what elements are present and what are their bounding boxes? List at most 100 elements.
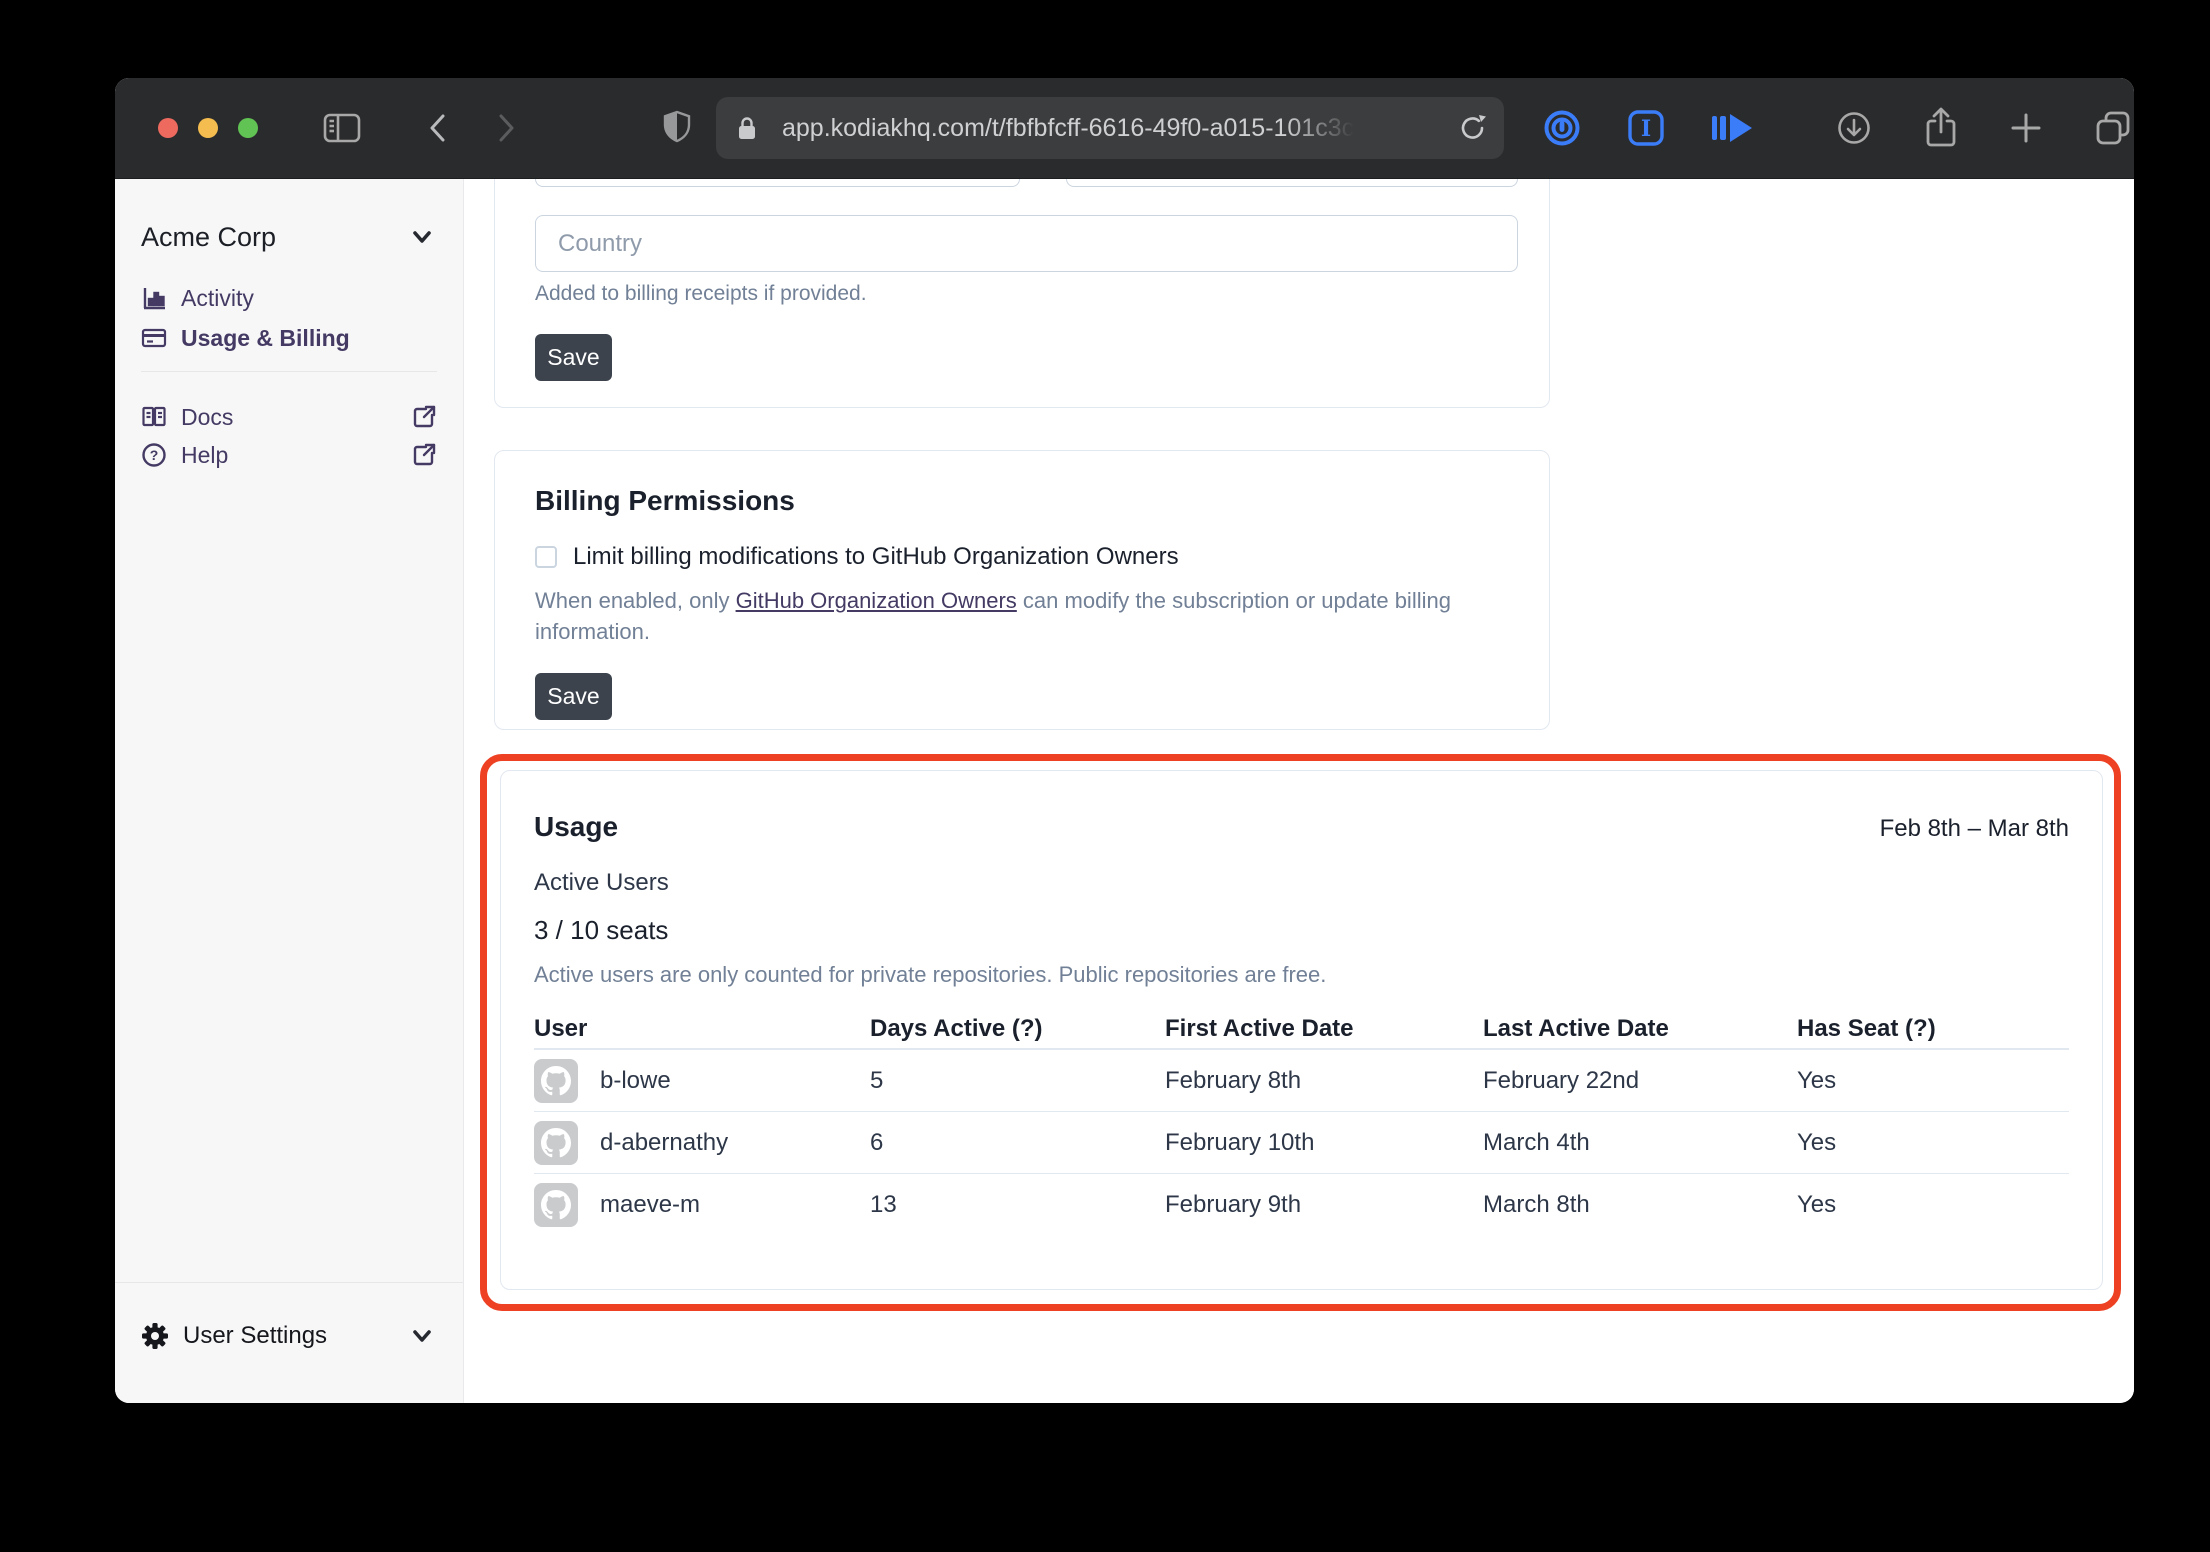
column-header-first-active: First Active Date — [1165, 1015, 1354, 1042]
credit-card-icon — [141, 328, 167, 348]
org-switcher[interactable]: Acme Corp — [141, 217, 437, 257]
forward-button[interactable] — [492, 111, 520, 145]
onepassword-extension-icon[interactable] — [1542, 108, 1582, 148]
country-helper-text: Added to billing receipts if provided. — [535, 282, 867, 305]
bar-chart-icon — [143, 288, 165, 310]
days-active-value: 6 — [870, 1128, 884, 1156]
helper-text: When enabled, only — [535, 588, 736, 613]
play-extension-icon[interactable] — [1710, 110, 1754, 146]
sidebar-item-help[interactable]: ? Help — [141, 438, 437, 472]
chevron-down-icon — [413, 1330, 431, 1342]
billing-details-card: Added to billing receipts if provided. S… — [494, 179, 1550, 408]
chevron-down-icon — [413, 231, 431, 243]
table-row: maeve-m 13 February 9th March 8th Yes — [534, 1174, 2069, 1236]
sidebar-divider — [115, 1282, 463, 1283]
limit-billing-checkbox[interactable] — [535, 546, 557, 568]
usage-title: Usage — [534, 811, 619, 842]
sidebar-divider — [141, 371, 437, 372]
address-bar[interactable]: app.kodiakhq.com/t/fbfbfcff-6616-49f0-a0… — [716, 97, 1504, 159]
close-window-button[interactable] — [158, 118, 178, 138]
address-field-partial[interactable] — [1066, 179, 1518, 187]
address-field-partial[interactable] — [535, 179, 1020, 187]
avatar — [534, 1058, 578, 1103]
has-seat-value: Yes — [1797, 1191, 1837, 1218]
github-octocat-icon — [541, 1190, 571, 1220]
country-field[interactable] — [535, 215, 1518, 272]
section-title: Billing Permissions — [535, 485, 795, 516]
active-users-label: Active Users — [534, 869, 669, 896]
github-octocat-icon — [541, 1127, 571, 1157]
url-text: app.kodiakhq.com/t/fbfbfcff-6616-49f0-a0… — [782, 113, 1355, 142]
usage-card: Usage Feb 8th – Mar 8th Active Users 3 /… — [500, 770, 2103, 1290]
org-name: Acme Corp — [141, 221, 277, 252]
svg-text:?: ? — [150, 447, 159, 463]
sidebar-links: Docs ? Help — [141, 400, 437, 472]
last-active-date: March 8th — [1483, 1191, 1590, 1218]
github-octocat-icon — [541, 1065, 571, 1095]
github-org-owners-link[interactable]: GitHub Organization Owners — [735, 588, 1017, 613]
sidebar-item-docs[interactable]: Docs — [141, 400, 437, 434]
table-row: d-abernathy 6 February 10th March 4th Ye… — [534, 1112, 2069, 1174]
table-row: b-lowe 5 February 8th February 22nd Yes — [534, 1050, 2069, 1112]
reload-icon[interactable] — [1458, 112, 1488, 144]
usage-table-rows: b-lowe 5 February 8th February 22nd Yes … — [534, 1050, 2069, 1236]
usage-table-header: User Days Active (?) First Active Date L… — [534, 1010, 2069, 1050]
username: d-abernathy — [600, 1128, 729, 1156]
book-icon — [142, 406, 166, 427]
first-active-date: February 10th — [1165, 1128, 1315, 1156]
user-settings-label: User Settings — [183, 1322, 328, 1349]
usage-date-range: Feb 8th – Mar 8th — [1879, 815, 2069, 842]
days-active-value: 13 — [870, 1191, 897, 1218]
first-active-date: February 9th — [1165, 1191, 1302, 1218]
billing-permissions-card: Billing Permissions Limit billing modifi… — [494, 450, 1550, 730]
avatar — [534, 1183, 578, 1227]
main-content: Added to billing receipts if provided. S… — [464, 179, 2134, 1403]
svg-text:I: I — [1641, 116, 1651, 142]
save-button[interactable]: Save — [535, 673, 612, 720]
window-controls — [158, 118, 258, 138]
zoom-window-button[interactable] — [238, 118, 258, 138]
system-toolbar-icons — [1834, 106, 2134, 150]
app-sidebar: Acme Corp Activity — [115, 179, 464, 1403]
gear-icon — [142, 1323, 168, 1349]
username: b-lowe — [600, 1066, 671, 1094]
back-button[interactable] — [424, 111, 452, 145]
external-link-icon — [413, 443, 436, 466]
sidebar-toggle-icon[interactable] — [322, 111, 362, 145]
share-icon[interactable] — [1922, 106, 1960, 150]
last-active-date: February 22nd — [1483, 1066, 1640, 1094]
minimize-window-button[interactable] — [198, 118, 218, 138]
sidebar-item-label: Activity — [181, 284, 254, 311]
tab-overview-icon[interactable] — [2092, 107, 2134, 149]
has-seat-value: Yes — [1797, 1066, 1837, 1094]
seats-count: 3 / 10 seats — [534, 915, 669, 945]
usage-helper-text: Active users are only counted for privat… — [534, 962, 1327, 987]
checkbox-label: Limit billing modifications to GitHub Or… — [573, 543, 1179, 570]
inspector-extension-icon[interactable]: I — [1626, 108, 1666, 148]
has-seat-value: Yes — [1797, 1128, 1837, 1156]
new-tab-icon[interactable] — [2008, 110, 2044, 146]
last-active-date: March 4th — [1483, 1128, 1590, 1156]
sidebar-item-label: Usage & Billing — [181, 324, 350, 351]
username: maeve-m — [600, 1191, 701, 1218]
lock-icon — [739, 117, 755, 139]
save-button[interactable]: Save — [535, 334, 612, 381]
browser-toolbar: app.kodiakhq.com/t/fbfbfcff-6616-49f0-a0… — [115, 78, 2134, 179]
usage-table: User Days Active (?) First Active Date L… — [534, 1010, 2069, 1236]
downloads-icon[interactable] — [1834, 108, 1874, 148]
sidebar-item-label: Docs — [181, 403, 234, 430]
privacy-shield-icon[interactable] — [660, 109, 694, 147]
extension-icons: I — [1542, 108, 1754, 148]
external-link-icon — [413, 405, 436, 428]
sidebar-item-activity[interactable]: Activity — [141, 281, 437, 315]
first-active-date: February 8th — [1165, 1066, 1302, 1094]
sidebar-item-usage-billing[interactable]: Usage & Billing — [141, 321, 437, 355]
avatar — [534, 1120, 578, 1165]
user-settings-menu[interactable]: User Settings — [141, 1314, 437, 1358]
highlight-annotation: Usage Feb 8th – Mar 8th Active Users 3 /… — [480, 754, 2121, 1311]
helper-text: can modify the subscription or update bi… — [535, 588, 1451, 644]
help-circle-icon: ? — [142, 443, 166, 467]
browser-window: app.kodiakhq.com/t/fbfbfcff-6616-49f0-a0… — [115, 78, 2134, 1403]
column-header-days-active: Days Active (?) — [870, 1015, 1043, 1042]
